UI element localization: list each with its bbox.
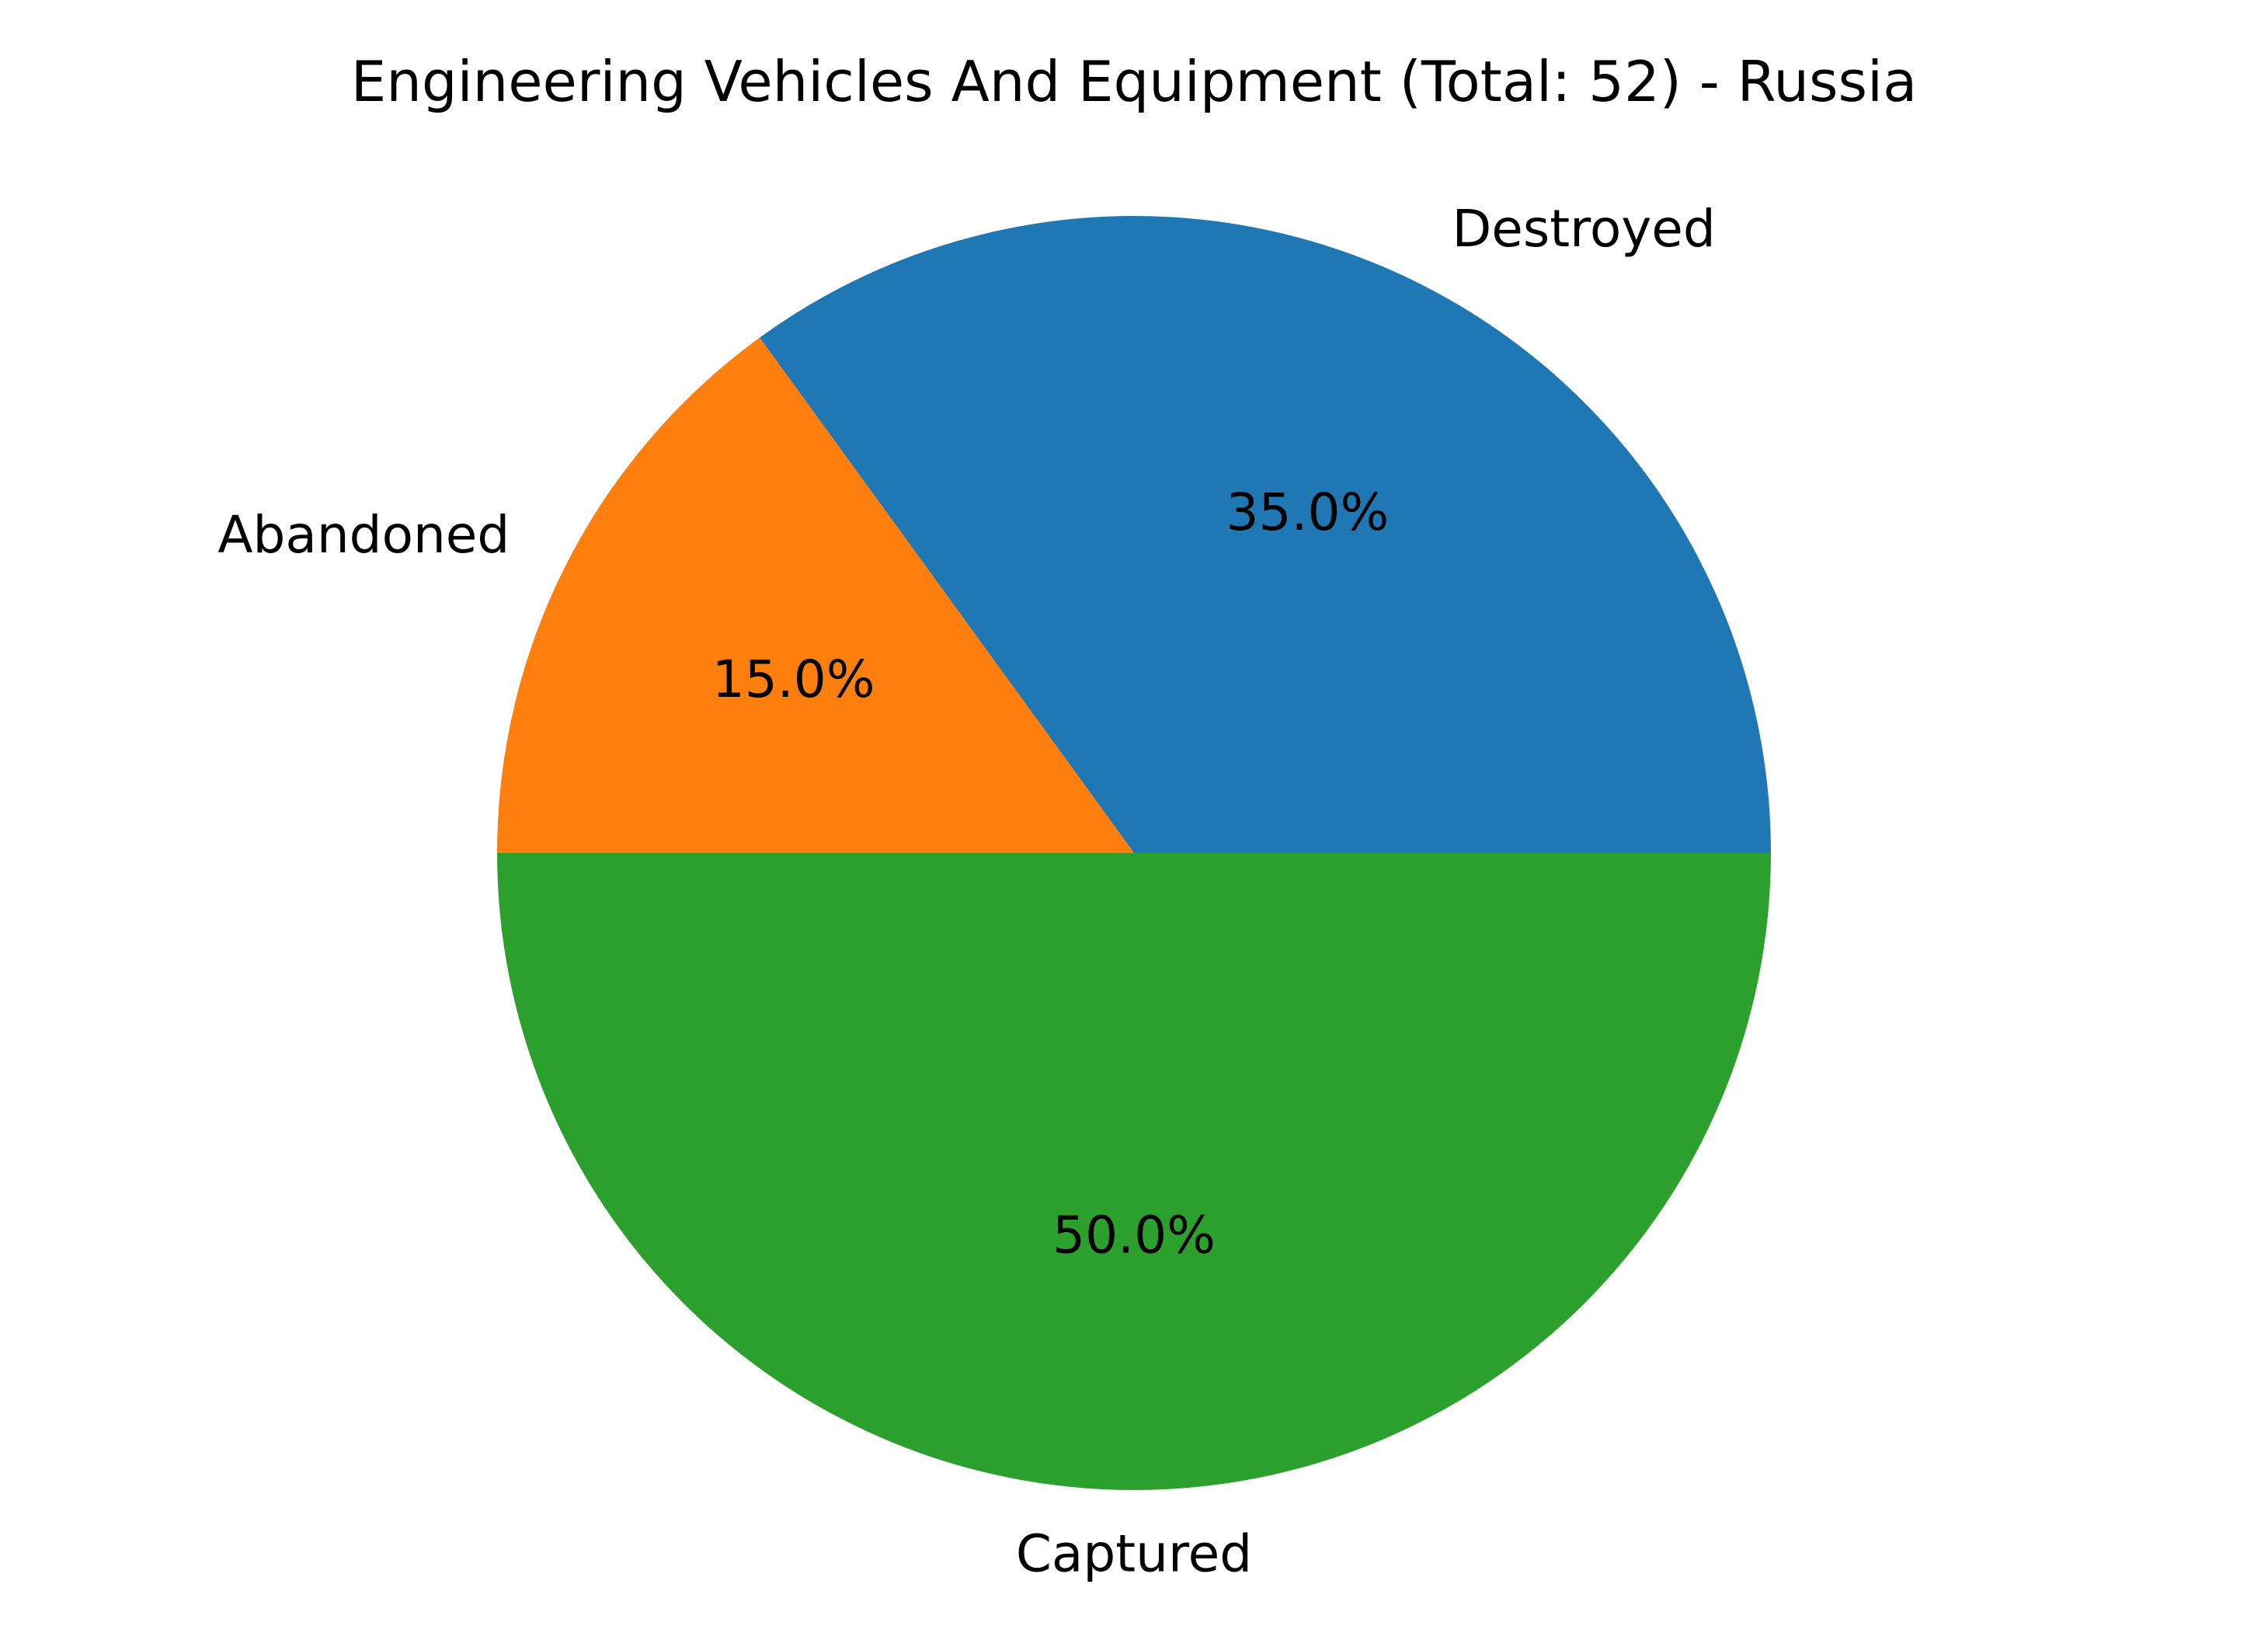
pie-slices — [497, 216, 1771, 1490]
pie-slice-destroyed — [760, 216, 1771, 854]
slice-percent-destroyed: 35.0% — [1226, 482, 1390, 542]
slice-percent-abandoned: 15.0% — [712, 649, 875, 709]
chart-title: Engineering Vehicles And Equipment (Tota… — [351, 49, 1917, 114]
slice-label-captured: Captured — [1016, 1524, 1252, 1584]
slice-label-abandoned: Abandoned — [217, 505, 510, 565]
pie-slice-captured — [497, 853, 1771, 1490]
pie-slice-abandoned — [497, 337, 1134, 853]
slice-label-destroyed: Destroyed — [1452, 199, 1715, 259]
pie-labels: Destroyed 35.0% Abandoned 15.0% Captured 50.0… — [217, 199, 1715, 1584]
slice-percent-captured: 50.0% — [1052, 1206, 1216, 1266]
